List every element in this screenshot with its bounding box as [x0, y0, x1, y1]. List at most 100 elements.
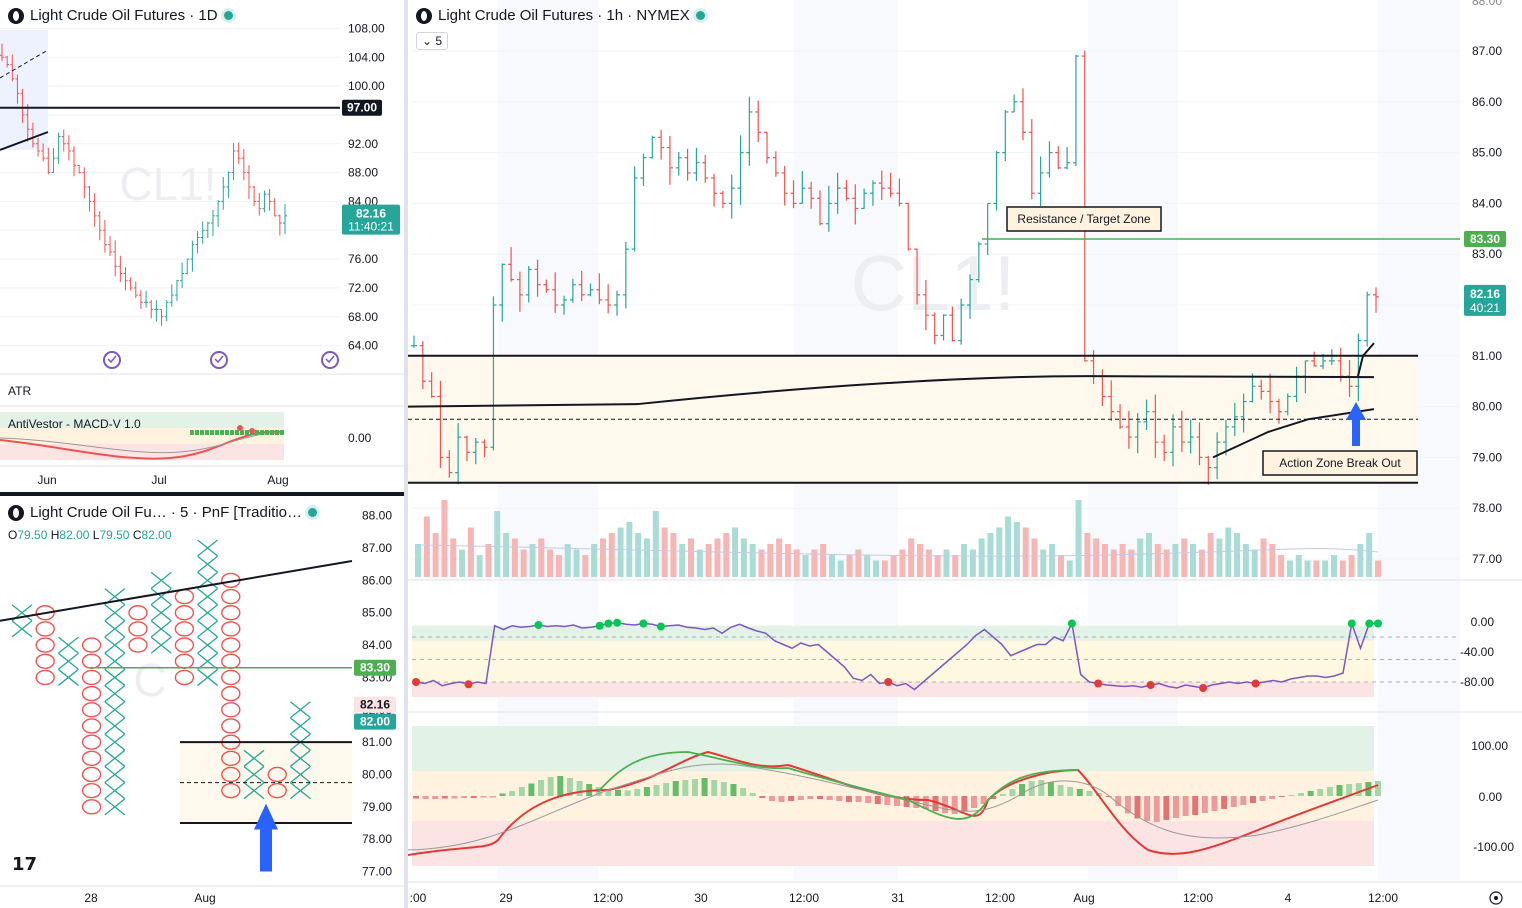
collapse-indicators-button[interactable]: ⌄ 5	[416, 32, 449, 50]
volume-bar	[476, 555, 483, 577]
price-tag-97-bg	[342, 99, 382, 116]
last-price-bg	[342, 204, 400, 235]
panel-divider-horizontal[interactable]	[0, 492, 404, 496]
volume-bar	[1031, 538, 1038, 577]
volume-bar	[784, 544, 791, 577]
volume-bar	[538, 538, 545, 577]
volume-bar	[591, 544, 598, 577]
willr-signal-dot	[1199, 684, 1208, 692]
daily-chart-svg[interactable]: CL1!108.00104.00100.0092.0088.0084.0080.…	[0, 0, 404, 492]
pnf-o-box	[221, 766, 241, 783]
symbol-logo-icon	[416, 7, 432, 24]
panel-divider-vertical[interactable]	[404, 0, 408, 908]
pnf-o-box	[35, 637, 55, 653]
macdv-indicator-label[interactable]: AntiVestor - MACD-V 1.0	[8, 417, 141, 431]
symbol-logo-icon	[8, 7, 24, 24]
macd-histogram-bar	[980, 796, 987, 804]
pnf-o-box	[81, 637, 102, 653]
pnf-o-box	[81, 685, 102, 702]
macd-histogram-bar	[470, 796, 477, 798]
volume-bar	[969, 549, 976, 577]
willr-mid-zone	[412, 640, 1374, 682]
macd-histogram-bar	[1057, 785, 1064, 796]
tradingview-logo[interactable]: 17	[12, 854, 38, 875]
volume-bar	[767, 544, 774, 577]
volume-bar	[864, 555, 871, 577]
pnf-x-box	[104, 749, 126, 767]
hourly-chart-panel[interactable]: CL1! Resistance / Target Zone Action Zone …	[408, 0, 1522, 908]
pnf-x-box	[150, 604, 172, 622]
pnf-o-box	[35, 605, 55, 621]
macd-histogram-bar	[1317, 789, 1324, 796]
volume-bar	[599, 538, 606, 577]
macd-histogram-bar	[884, 796, 891, 805]
volume-bar	[1057, 555, 1064, 577]
macd-histogram-bar	[1047, 782, 1054, 796]
macd-histogram-bar	[624, 790, 631, 796]
willr-axis-tick: -80.00	[1460, 675, 1494, 689]
hourly-chart-svg[interactable]: CL1!Resistance / Target Zone Action Zone …	[408, 0, 1522, 908]
volume-bar	[1278, 555, 1285, 577]
pnf-x-box	[150, 588, 172, 606]
volume-bar	[925, 549, 932, 577]
resistance-annotation: Resistance / Target Zone	[1006, 206, 1162, 232]
macd-histogram-bar	[1182, 796, 1189, 816]
macd-histogram-bar	[961, 796, 968, 811]
x-axis-tick: Aug	[267, 473, 288, 487]
macd-histogram-bar	[874, 796, 881, 804]
pnf-chart-svg[interactable]: C88.0087.0086.0085.0084.0083.0082.0081.0…	[0, 496, 404, 908]
y-axis-tick: 77.00	[1472, 552, 1502, 566]
pnf-x-box	[57, 668, 79, 686]
macd-axis-tick: -100.00	[1473, 840, 1514, 854]
volume-bar	[1313, 560, 1320, 577]
daily-chart-panel[interactable]: CL1!108.00104.00100.0092.0088.0084.0080.…	[0, 0, 404, 492]
volume-bar	[423, 516, 430, 577]
pnf-y-axis-tick: 80.00	[362, 767, 392, 781]
volume-bar	[1242, 544, 1249, 577]
volume-bar	[828, 555, 835, 577]
macd-histogram-bar	[1259, 796, 1266, 801]
pnf-y-axis-tick: 79.00	[362, 800, 392, 814]
resistance-text: Resistance / Target Zone	[1017, 212, 1151, 226]
macd-histogram-bar	[701, 778, 708, 796]
volume-bar	[1013, 522, 1020, 577]
volume-bar	[1137, 538, 1144, 577]
volume-bar	[1005, 516, 1012, 577]
price-tag-97-text: 97.00	[347, 101, 377, 115]
volume-bar	[617, 527, 624, 577]
x-axis-tick: 12:00	[985, 891, 1015, 905]
atr-indicator-label[interactable]: ATR	[8, 384, 32, 398]
y-axis-tick: 92.00	[348, 137, 378, 151]
market-open-status-icon	[308, 508, 318, 517]
macd-histogram-bar	[797, 796, 804, 800]
volume-bar	[467, 527, 474, 577]
macd-histogram-bar	[566, 778, 573, 796]
volume-bar	[837, 560, 844, 577]
volume-bar	[1075, 500, 1082, 577]
hourly-title-text: Light Crude Oil Futures · 1h · NYMEX	[438, 7, 690, 24]
settings-gear-icon[interactable]	[1489, 891, 1503, 905]
pnf-price-tag-82-text: 82.00	[360, 715, 390, 729]
pnf-o-box	[174, 588, 195, 605]
macd-histogram-bar	[1288, 795, 1295, 796]
macd-histogram-bar	[422, 796, 429, 799]
volume-bar	[1049, 544, 1056, 577]
price-tag-83-text: 83.30	[1470, 232, 1500, 246]
macd-histogram-bar	[1153, 796, 1160, 822]
volume-bar	[582, 555, 589, 577]
pnf-price-tag-8216-bg	[354, 696, 396, 713]
volume-bar	[1172, 544, 1179, 577]
volume-bar	[978, 538, 985, 577]
macd-histogram-bar	[826, 796, 833, 800]
willr-signal-dot	[595, 621, 604, 630]
macd-histogram-bar	[200, 430, 204, 435]
pnf-o-box	[35, 653, 55, 669]
pnf-chart-panel[interactable]: C88.0087.0086.0085.0084.0083.0082.0081.0…	[0, 496, 404, 908]
y-axis-tick: 87.00	[1472, 44, 1502, 58]
macd-histogram-bar	[778, 796, 785, 802]
pnf-x-box	[197, 668, 219, 686]
event-icon	[103, 351, 121, 369]
pnf-x-box	[150, 571, 172, 589]
macd-histogram-bar	[1172, 796, 1179, 818]
macd-dot	[249, 428, 255, 434]
